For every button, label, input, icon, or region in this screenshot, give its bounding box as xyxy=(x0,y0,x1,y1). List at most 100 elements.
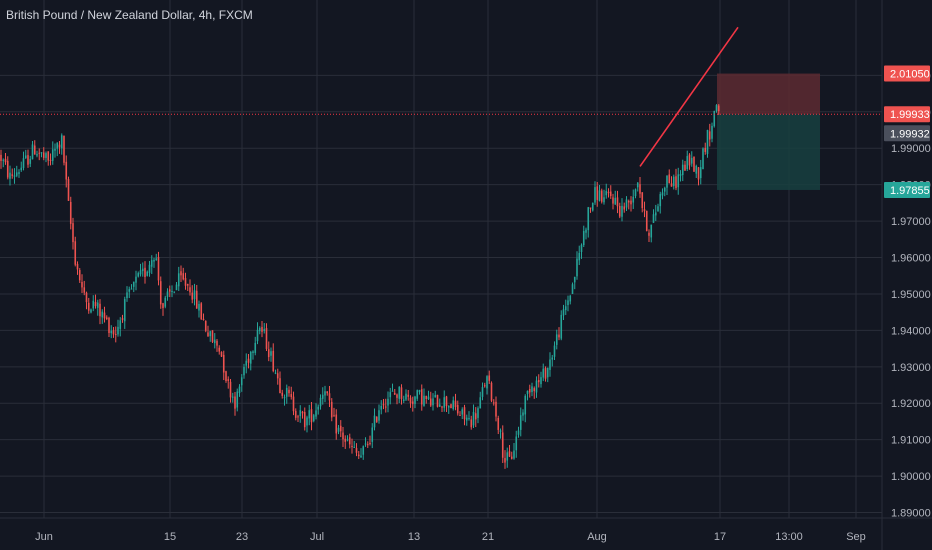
candle-body xyxy=(513,450,515,459)
candle-body xyxy=(65,161,68,180)
candle-body xyxy=(375,416,378,422)
candle-body xyxy=(22,158,25,168)
candle-body xyxy=(209,331,212,337)
candle-body xyxy=(36,154,38,156)
candle-body xyxy=(693,156,695,172)
candle-body xyxy=(238,386,241,394)
candle-body xyxy=(54,148,56,151)
candle-body xyxy=(618,205,621,217)
candle-body xyxy=(591,202,594,211)
candle-body xyxy=(60,135,63,149)
candle-body xyxy=(220,351,223,357)
candle-body xyxy=(488,375,491,381)
candle-body xyxy=(706,130,709,154)
candle-body xyxy=(627,200,630,203)
price-tag[interactable]: 1.99932 xyxy=(884,125,930,142)
candle-body xyxy=(240,377,243,386)
candle-body xyxy=(573,276,576,283)
candle-body xyxy=(542,368,545,378)
candle-body xyxy=(360,455,362,458)
candle-body xyxy=(576,258,578,277)
candle-body xyxy=(411,401,414,405)
candle-body xyxy=(398,386,401,399)
candle-body xyxy=(121,318,124,320)
position-zones[interactable] xyxy=(717,73,820,190)
candle-body xyxy=(351,445,353,447)
candle-body xyxy=(211,330,214,342)
price-tick-label: 1.96000 xyxy=(891,253,931,265)
candle-body xyxy=(193,290,196,300)
candle-body xyxy=(524,395,527,415)
candle-body xyxy=(504,458,506,463)
candle-body xyxy=(551,357,554,360)
candle-body xyxy=(684,164,686,171)
price-tag[interactable]: 2.01050 xyxy=(884,65,930,82)
candle-body xyxy=(495,401,497,417)
candle-body xyxy=(2,159,5,161)
candle-body xyxy=(650,224,653,238)
candle-body xyxy=(290,394,293,398)
candle-body xyxy=(324,391,326,396)
time-tick-label: 13:00 xyxy=(775,531,803,543)
candle-body xyxy=(407,394,410,397)
candle-body xyxy=(272,350,275,372)
candle-body xyxy=(303,412,306,428)
chart-title: British Pound / New Zealand Dollar, 4h, … xyxy=(6,8,253,22)
candle-body xyxy=(126,292,128,299)
price-axis[interactable]: 1.89000 1.90000 1.91000 1.92000 1.93000 1.940… xyxy=(881,0,931,550)
time-axis[interactable]: Jun 15 23 Jul 13 21 Aug 17 13:00 Sep xyxy=(0,517,932,543)
candle-body xyxy=(285,387,288,397)
candle-body xyxy=(686,156,689,170)
take-profit-zone[interactable] xyxy=(717,114,820,190)
candle-body xyxy=(463,407,466,420)
price-tick-label: 1.97000 xyxy=(891,216,931,228)
stop-loss-zone[interactable] xyxy=(717,73,820,115)
candle-body xyxy=(103,312,106,319)
candle-body xyxy=(540,377,542,385)
candle-body xyxy=(33,145,36,155)
candle-body xyxy=(420,389,423,405)
candle-body xyxy=(702,148,704,170)
price-tag[interactable]: 1.99933 xyxy=(884,106,930,123)
candle-body xyxy=(276,373,279,379)
candle-body xyxy=(195,290,198,309)
candle-body xyxy=(243,367,245,376)
candle-body xyxy=(526,390,529,394)
candle-body xyxy=(497,417,500,430)
candle-body xyxy=(288,389,290,394)
candle-body xyxy=(474,413,477,420)
candle-body xyxy=(639,184,641,194)
candle-body xyxy=(258,327,261,332)
candle-body xyxy=(13,175,16,177)
candle-body xyxy=(384,406,387,408)
candle-body xyxy=(99,303,101,317)
candle-body xyxy=(173,291,176,293)
time-tick-label: 15 xyxy=(164,531,176,543)
candle-body xyxy=(312,415,315,422)
candle-body xyxy=(175,284,178,291)
candle-body xyxy=(432,398,434,406)
candle-body xyxy=(218,347,221,352)
candle-body xyxy=(571,284,574,294)
candle-body xyxy=(279,378,281,394)
candle-body xyxy=(461,409,464,415)
candle-body xyxy=(355,447,358,453)
candle-body xyxy=(371,427,374,442)
candle-body xyxy=(585,229,587,233)
candle-body xyxy=(587,207,590,231)
candle-body xyxy=(168,289,171,292)
price-tag-box xyxy=(884,106,930,123)
candle-body xyxy=(141,268,144,272)
candle-body xyxy=(681,164,684,176)
overlays xyxy=(0,26,882,167)
candle-body xyxy=(429,398,432,406)
candle-body xyxy=(123,299,126,322)
candle-body xyxy=(704,147,707,152)
candle-body xyxy=(204,320,207,331)
candle-body xyxy=(162,303,164,308)
candle-body xyxy=(339,425,342,432)
price-tag[interactable]: 1.97855 xyxy=(884,181,930,198)
candle-body xyxy=(130,288,133,290)
candle-body xyxy=(632,196,635,203)
